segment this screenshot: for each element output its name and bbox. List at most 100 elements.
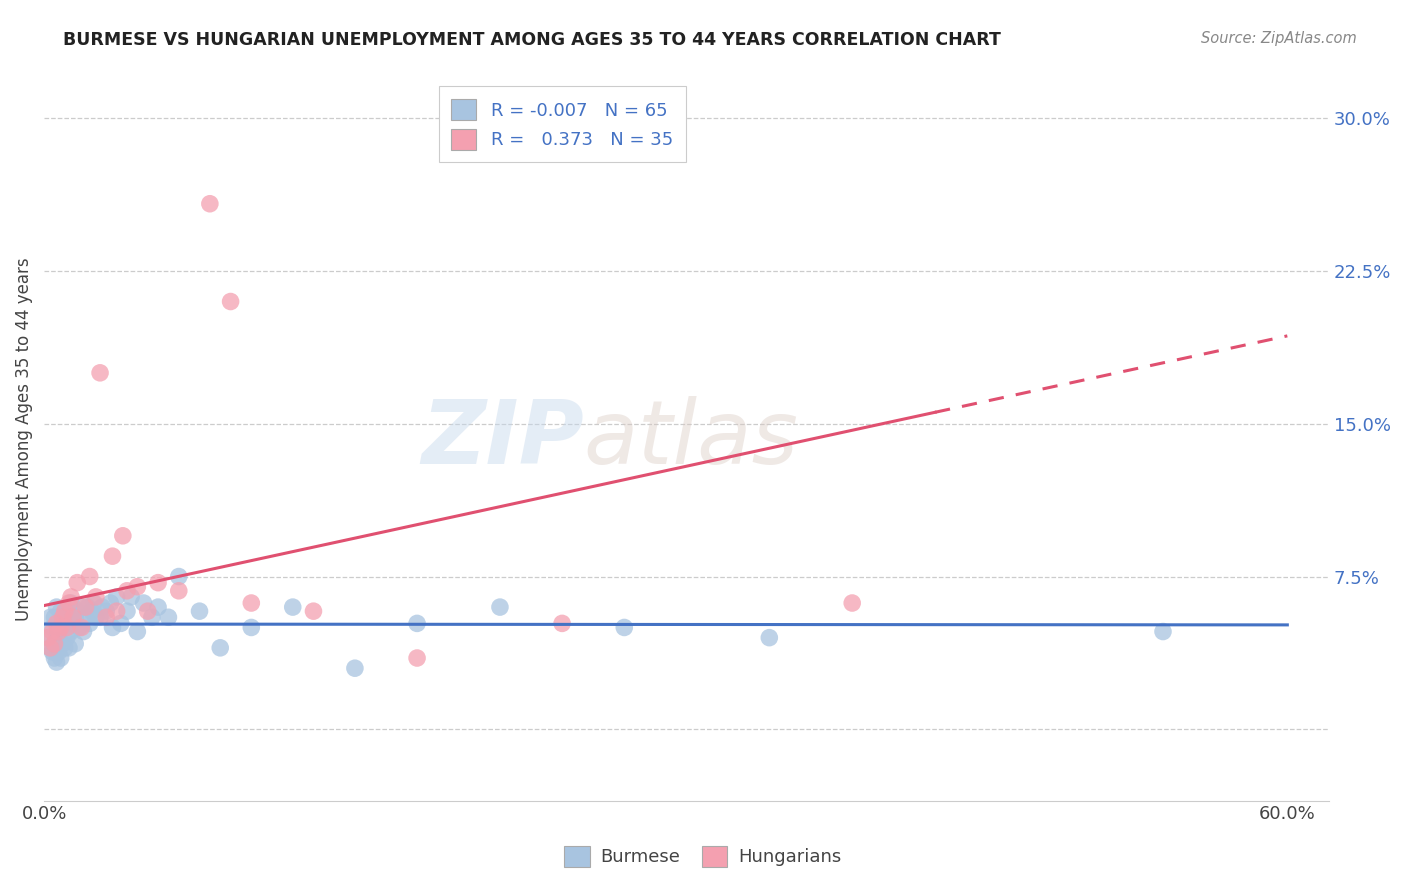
Point <box>219 294 242 309</box>
Point <box>111 529 134 543</box>
Point <box>45 600 67 615</box>
Point <box>39 610 62 624</box>
Point <box>56 604 79 618</box>
Point <box>141 610 163 624</box>
Point <box>52 608 75 623</box>
Point <box>110 616 132 631</box>
Point <box>1152 624 1174 639</box>
Point <box>37 631 59 645</box>
Point <box>83 596 105 610</box>
Text: atlas: atlas <box>583 396 799 482</box>
Point <box>101 549 124 564</box>
Point <box>53 640 76 655</box>
Point <box>48 616 70 631</box>
Text: ZIP: ZIP <box>420 395 583 483</box>
Point <box>100 596 122 610</box>
Point <box>127 580 149 594</box>
Point <box>758 631 780 645</box>
Point <box>198 196 221 211</box>
Point <box>613 620 636 634</box>
Point <box>75 610 97 624</box>
Point <box>45 655 67 669</box>
Point <box>41 645 63 659</box>
Point <box>49 604 72 618</box>
Point <box>79 616 101 631</box>
Point <box>58 596 80 610</box>
Point <box>240 596 263 610</box>
Point <box>84 610 107 624</box>
Point <box>45 624 67 639</box>
Point <box>44 637 66 651</box>
Point <box>302 604 325 618</box>
Point <box>45 616 67 631</box>
Point <box>62 616 84 631</box>
Point <box>89 610 111 624</box>
Point <box>146 600 169 615</box>
Point <box>406 651 429 665</box>
Point <box>49 651 72 665</box>
Point <box>406 616 429 631</box>
Point <box>63 637 86 651</box>
Point <box>60 624 83 639</box>
Point <box>157 610 180 624</box>
Point <box>115 604 138 618</box>
Point <box>240 620 263 634</box>
Point <box>146 575 169 590</box>
Point <box>48 631 70 645</box>
Legend: R = -0.007   N = 65, R =   0.373   N = 35: R = -0.007 N = 65, R = 0.373 N = 35 <box>439 87 686 162</box>
Point <box>105 604 128 618</box>
Point <box>60 590 83 604</box>
Point <box>96 610 118 624</box>
Point <box>120 590 142 604</box>
Point <box>58 610 80 624</box>
Point <box>41 624 63 639</box>
Point <box>84 590 107 604</box>
Point <box>44 637 66 651</box>
Point <box>44 610 66 624</box>
Point <box>52 610 75 624</box>
Point <box>53 616 76 631</box>
Point <box>60 596 83 610</box>
Point <box>91 600 114 615</box>
Point <box>70 600 93 615</box>
Point <box>49 620 72 634</box>
Point <box>132 596 155 610</box>
Point <box>80 604 103 618</box>
Point <box>89 366 111 380</box>
Point <box>72 624 94 639</box>
Point <box>67 620 90 634</box>
Y-axis label: Unemployment Among Ages 35 to 44 years: Unemployment Among Ages 35 to 44 years <box>15 257 32 621</box>
Point <box>76 600 98 615</box>
Point <box>62 610 84 624</box>
Point <box>70 620 93 634</box>
Point <box>96 604 118 618</box>
Point <box>167 583 190 598</box>
Point <box>52 637 75 651</box>
Point <box>115 583 138 598</box>
Point <box>167 569 190 583</box>
Legend: Burmese, Hungarians: Burmese, Hungarians <box>557 838 849 874</box>
Point <box>105 590 128 604</box>
Point <box>48 624 70 639</box>
Point <box>188 604 211 618</box>
Point <box>48 645 70 659</box>
Point <box>101 620 124 634</box>
Point <box>56 631 79 645</box>
Point <box>37 631 59 645</box>
Point <box>489 600 512 615</box>
Point <box>44 651 66 665</box>
Point <box>75 600 97 615</box>
Point <box>841 596 863 610</box>
Point <box>53 604 76 618</box>
Point <box>127 624 149 639</box>
Text: BURMESE VS HUNGARIAN UNEMPLOYMENT AMONG AGES 35 TO 44 YEARS CORRELATION CHART: BURMESE VS HUNGARIAN UNEMPLOYMENT AMONG … <box>63 31 1001 49</box>
Point <box>343 661 366 675</box>
Point <box>63 610 86 624</box>
Point <box>281 600 304 615</box>
Point <box>136 604 159 618</box>
Point <box>66 604 89 618</box>
Point <box>79 569 101 583</box>
Point <box>39 640 62 655</box>
Point <box>56 620 79 634</box>
Point <box>58 640 80 655</box>
